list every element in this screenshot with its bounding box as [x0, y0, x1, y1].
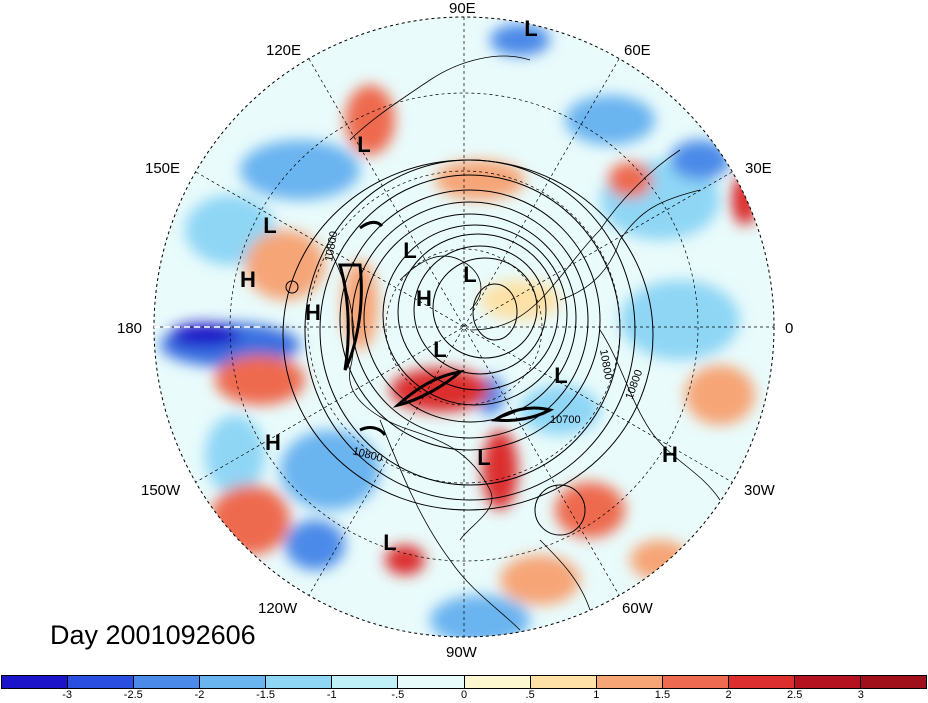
longitude-label-90w: 90W — [446, 644, 477, 661]
colorbar-tick-label: -2.5 — [123, 689, 143, 701]
longitude-label-120w: 120W — [258, 600, 298, 617]
colorbar — [1, 675, 927, 689]
colorbar-swatch — [596, 676, 663, 688]
colorbar-swatch — [332, 676, 399, 688]
contour-label: 10700 — [550, 414, 581, 426]
high-pressure-marker: H — [265, 430, 281, 455]
colorbar-tick-label: -1.5 — [256, 689, 276, 701]
colorbar-swatch — [464, 676, 531, 688]
colorbar-swatch — [2, 676, 69, 688]
high-pressure-marker: H — [662, 442, 678, 467]
colorbar-swatch — [266, 676, 333, 688]
low-pressure-marker: L — [403, 238, 416, 263]
contour-label: 10800 — [323, 230, 340, 262]
longitude-label-150e: 150E — [145, 160, 181, 177]
height-contours — [282, 159, 654, 536]
colorbar-swatch — [530, 676, 597, 688]
colorbar-tick-label: 2.5 — [787, 689, 803, 701]
colorbar-tick-label: .5 — [525, 689, 535, 701]
colorbar-swatch — [728, 676, 795, 688]
colorbar-tick-label: 1.5 — [654, 689, 671, 701]
high-pressure-marker: H — [240, 267, 256, 292]
colorbar-tick-label: -2 — [194, 689, 205, 701]
colorbar-swatch — [200, 676, 267, 688]
high-pressure-marker: H — [305, 300, 321, 325]
colorbar-tick-label: -3 — [62, 689, 73, 701]
colorbar-swatch — [861, 676, 927, 688]
longitude-label-0: 0 — [785, 320, 794, 337]
coastlines — [329, 55, 721, 631]
longitude-label-120e: 120E — [266, 42, 302, 59]
low-pressure-marker: L — [433, 337, 446, 362]
colorbar-tick-label: 2 — [725, 689, 732, 701]
low-pressure-marker: L — [524, 16, 537, 41]
longitude-label-30e: 30E — [745, 160, 772, 177]
contour-label: 10800 — [597, 348, 614, 380]
jet-contours — [338, 220, 555, 436]
longitude-label-30w: 30W — [744, 482, 775, 499]
low-pressure-marker: L — [554, 363, 567, 388]
colorbar-tick-label: 0 — [460, 689, 468, 701]
anomaly-field — [154, 17, 774, 637]
colorbar-labels: -3 -2.5 -2 -1.5 -1 -.5 0 .5 1 1.5 2 2.5 3 — [0, 689, 928, 703]
low-pressure-marker: L — [357, 132, 370, 157]
colorbar-swatch — [398, 676, 465, 688]
colorbar-tick-label: 1 — [593, 689, 600, 701]
colorbar-swatch — [662, 676, 729, 688]
colorbar-tick-label: -1 — [326, 689, 337, 701]
low-pressure-marker: L — [383, 530, 396, 555]
longitude-label-60w: 60W — [622, 600, 653, 617]
longitude-label-180: 180 — [117, 320, 143, 337]
plot-title: Day 2001092606 — [50, 620, 256, 650]
high-pressure-marker: H — [416, 286, 432, 311]
colorbar-tick-label: -.5 — [391, 689, 405, 701]
colorbar-tick-label: 3 — [857, 689, 864, 701]
longitude-label-60e: 60E — [624, 42, 651, 59]
colorbar-swatch — [134, 676, 201, 688]
low-pressure-marker: L — [463, 262, 476, 287]
low-pressure-marker: L — [263, 213, 276, 238]
longitude-label-150w: 150W — [141, 482, 181, 499]
colorbar-swatch — [68, 676, 135, 688]
colorbar-swatch — [794, 676, 862, 688]
low-pressure-marker: L — [477, 445, 490, 470]
longitude-label-90e: 90E — [449, 0, 476, 17]
